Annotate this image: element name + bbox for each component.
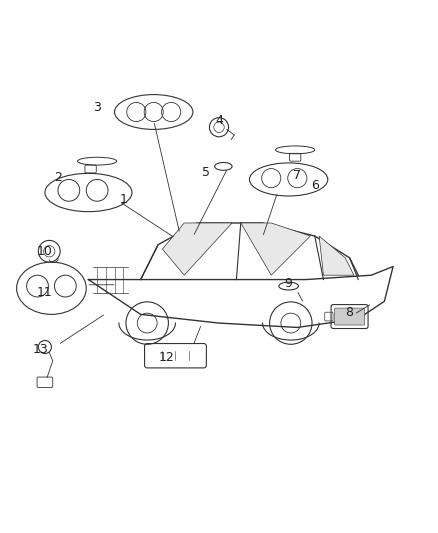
Text: 13: 13 xyxy=(33,343,49,356)
Text: 11: 11 xyxy=(37,286,53,299)
Polygon shape xyxy=(241,223,311,275)
Text: 8: 8 xyxy=(346,306,353,319)
Text: 1: 1 xyxy=(119,192,127,206)
Text: 4: 4 xyxy=(215,114,223,127)
Polygon shape xyxy=(162,223,232,275)
Text: 12: 12 xyxy=(159,351,175,365)
Text: 3: 3 xyxy=(93,101,101,114)
FancyBboxPatch shape xyxy=(335,308,364,325)
Text: 9: 9 xyxy=(285,277,293,290)
Text: 6: 6 xyxy=(311,180,319,192)
Text: 7: 7 xyxy=(293,168,301,182)
Polygon shape xyxy=(319,236,354,275)
Text: 10: 10 xyxy=(37,245,53,258)
Text: 5: 5 xyxy=(202,166,210,180)
Text: 2: 2 xyxy=(54,171,62,184)
